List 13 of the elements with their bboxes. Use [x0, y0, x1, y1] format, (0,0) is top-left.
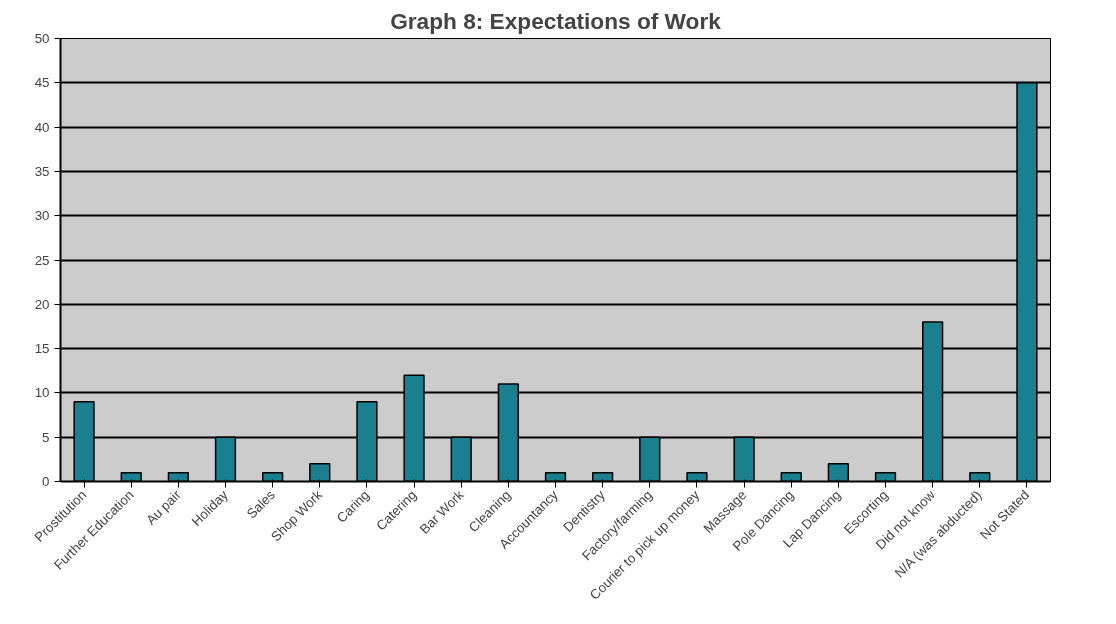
y-tick-label: 20 [34, 296, 50, 312]
y-tick-label: 45 [34, 75, 50, 91]
y-tick-label: 40 [34, 119, 50, 135]
y-tick-label: 5 [42, 429, 50, 445]
y-tick-label: 50 [34, 31, 50, 46]
y-tick-label: 30 [34, 208, 50, 224]
chart-title: Graph 8: Expectations of Work [390, 7, 722, 34]
x-tick-label: Au pair [143, 486, 185, 528]
y-tick-label: 35 [34, 163, 50, 179]
y-tick-label: 25 [34, 252, 50, 268]
y-tick-label: 15 [34, 341, 50, 357]
y-tick-label: 0 [42, 474, 50, 489]
y-tick-label: 10 [34, 385, 50, 401]
